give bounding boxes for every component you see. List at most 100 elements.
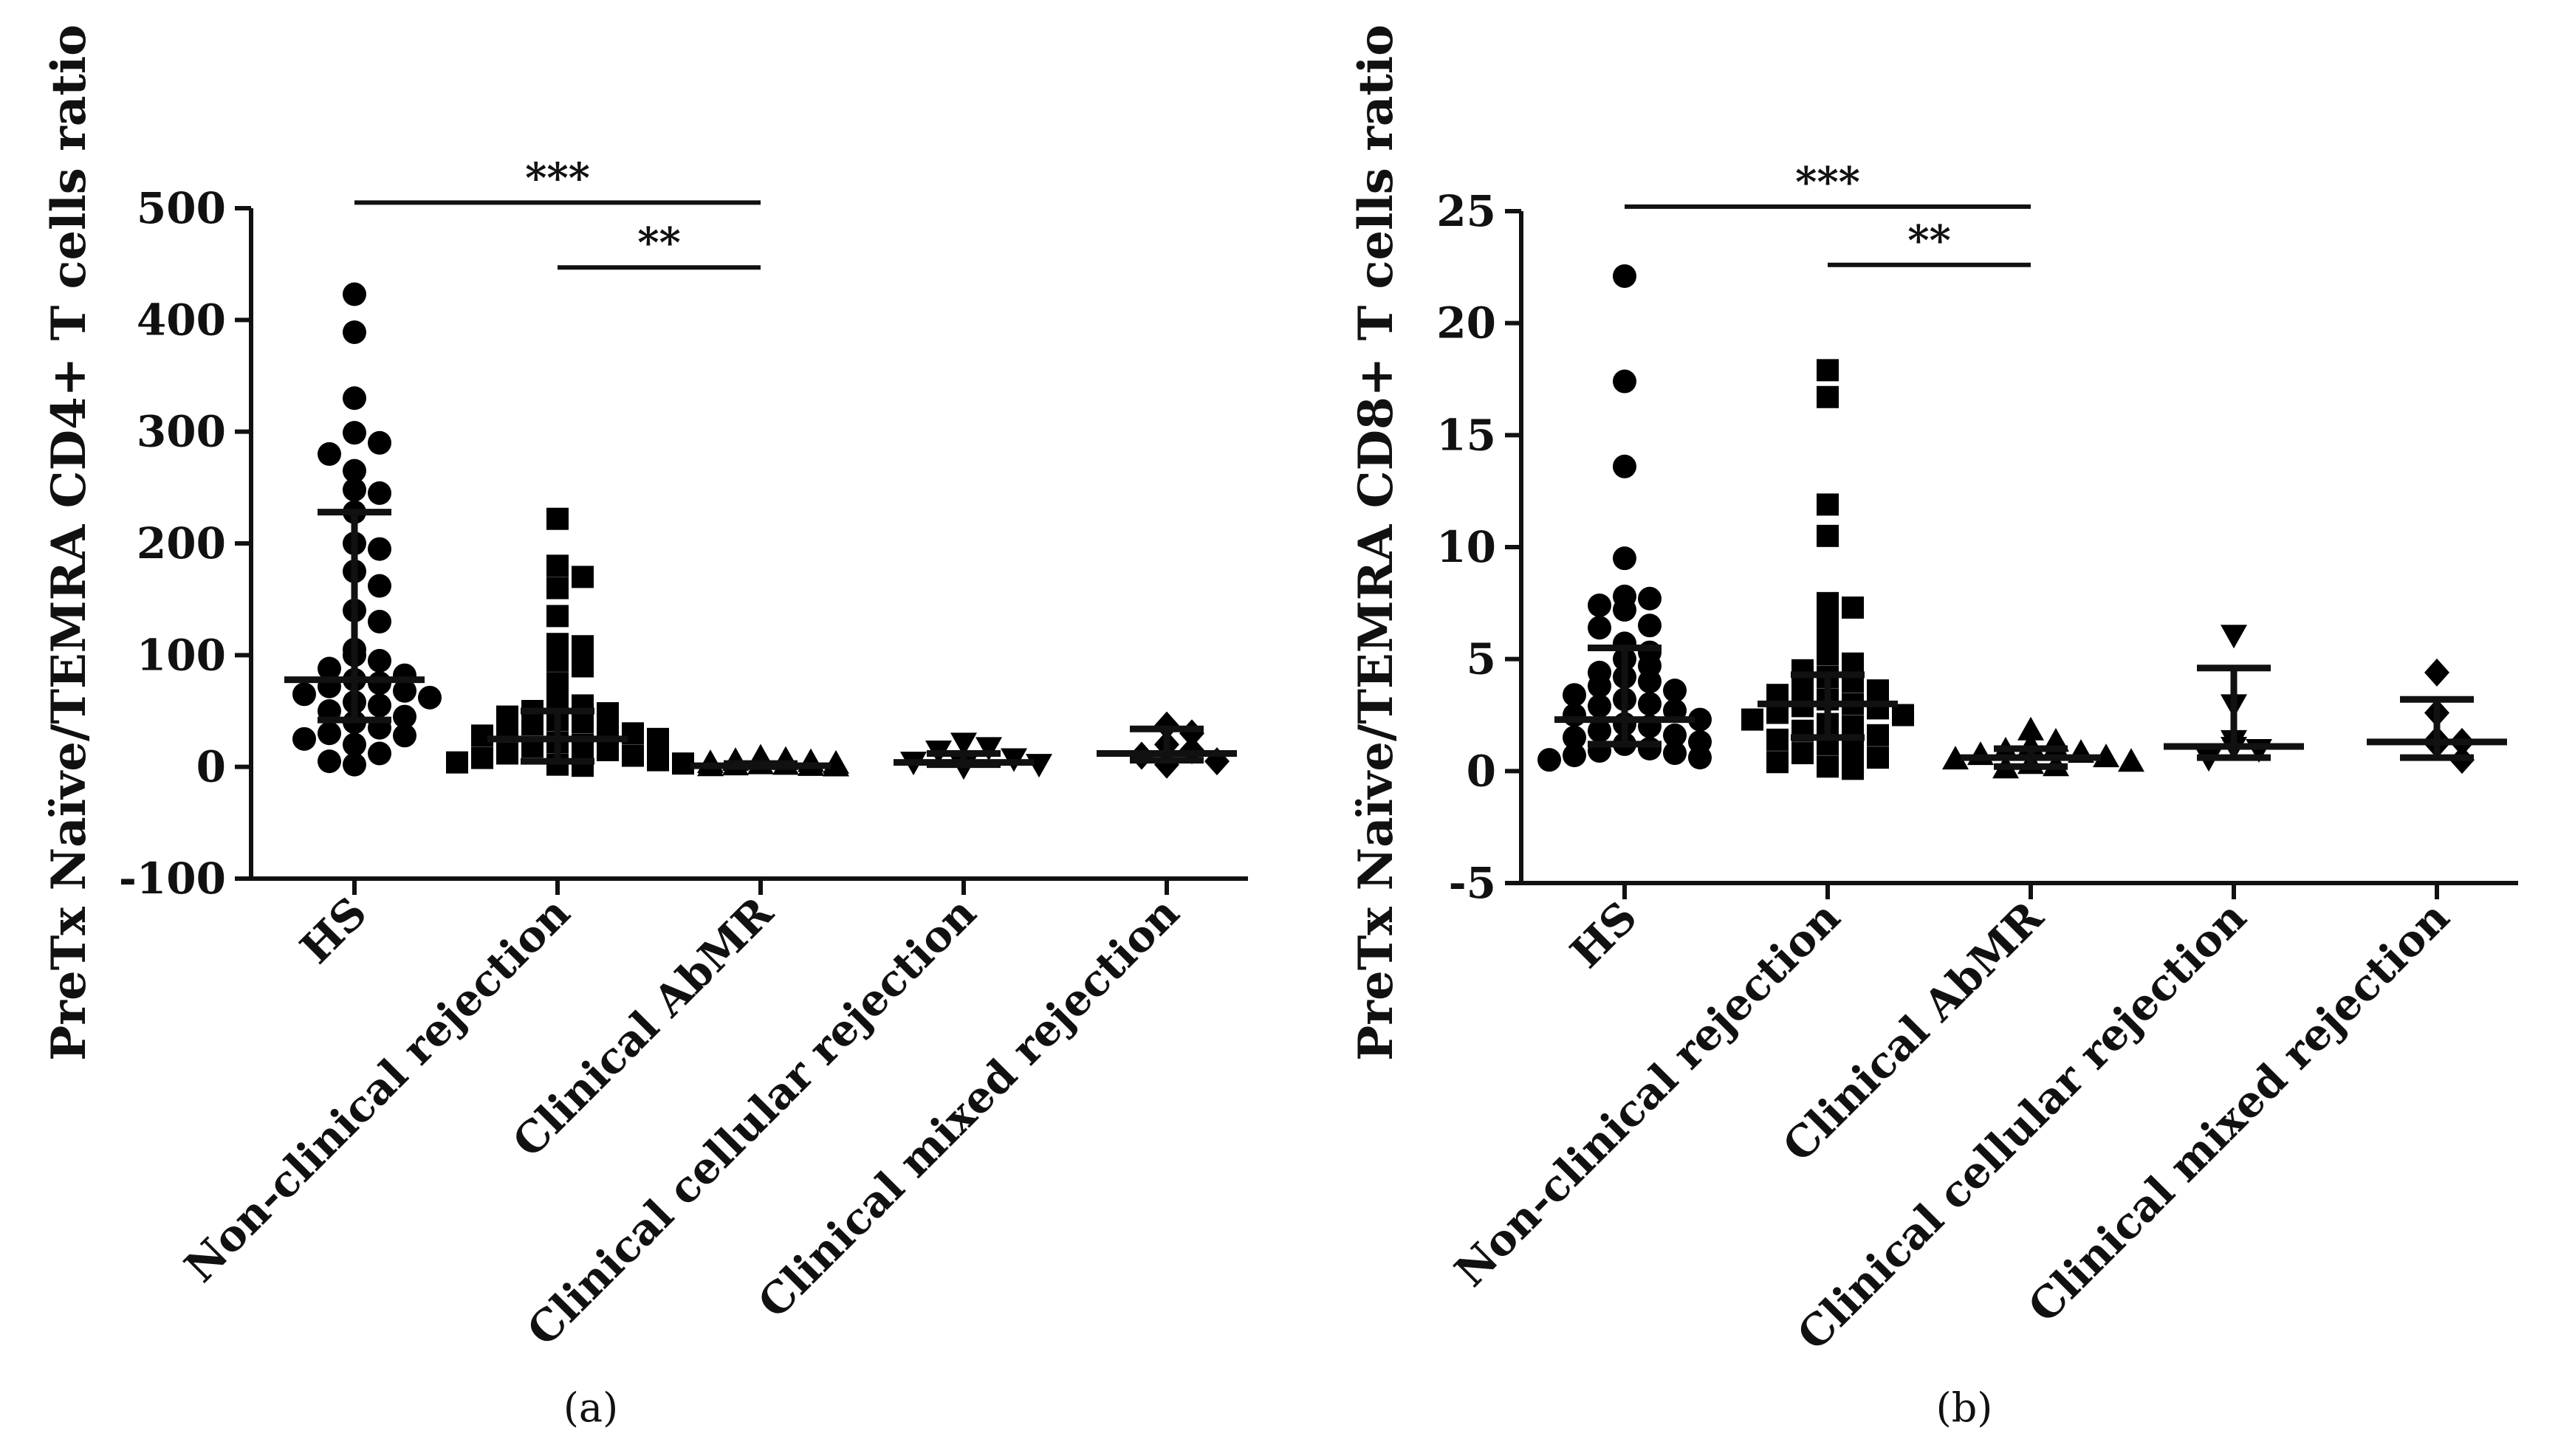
data-point-b-0-37 [1688,746,1712,770]
data-point-b-0-5 [1638,586,1662,611]
y-tick-label-b-2: 5 [1467,634,1496,684]
data-point-a-2-11 [823,752,849,777]
data-point-b-0-9 [1588,616,1611,640]
data-point-a-0-36 [343,732,366,757]
data-point-b-1-22 [1741,708,1763,731]
data-point-b-1-33 [1817,755,1839,778]
data-point-b-0-19 [1563,683,1586,707]
data-point-a-0-7 [343,478,366,502]
data-point-a-0-19 [318,656,341,681]
data-point-a-0-5 [318,442,341,466]
data-point-b-0-7 [1613,597,1636,622]
data-point-a-0-33 [318,721,341,746]
data-point-a-1-6 [572,635,594,658]
data-point-a-1-0 [546,507,569,530]
data-point-b-2-6 [1967,741,1994,766]
y-tick-label-a-0: -100 [119,854,226,904]
data-point-a-4-0 [1154,711,1179,740]
x-tick-label-b-3: Clinical cellular rejection [1788,892,2256,1360]
data-point-a-1-3 [546,577,569,600]
data-point-b-0-3 [1613,546,1636,571]
data-point-a-0-30 [393,704,416,729]
y-tick-label-b-6: 25 [1436,186,1496,236]
panel-label-a: (a) [563,1384,618,1431]
data-point-b-1-0 [1817,359,1839,382]
data-point-b-0-36 [1563,744,1586,768]
data-point-a-0-15 [368,609,391,633]
data-point-b-0-8 [1638,614,1662,638]
y-tick-label-a-6: 500 [137,183,226,233]
data-point-a-0-3 [343,421,366,445]
data-point-b-0-1 [1613,369,1636,394]
data-point-a-1-30 [647,749,669,772]
x-tick-label-a-1: Non-clinical rejection [175,887,580,1292]
data-point-b-0-24 [1563,703,1586,727]
data-point-a-1-4 [546,605,569,628]
data-point-a-0-39 [343,752,366,777]
y-tick-label-a-4: 300 [137,407,226,457]
data-point-a-1-18 [597,716,619,739]
data-point-a-0-22 [368,671,391,696]
data-point-b-0-2 [1613,454,1636,478]
data-point-b-1-26 [1867,724,1889,746]
data-point-b-3-0 [2221,625,2247,649]
data-point-b-1-3 [1817,524,1839,547]
data-point-a-0-26 [418,685,442,710]
data-point-b-2-0 [2017,716,2044,741]
data-point-a-1-28 [622,744,644,767]
data-point-b-0-22 [1588,694,1611,718]
y-tick-label-b-3: 10 [1436,522,1496,572]
data-point-b-1-27 [1766,728,1789,751]
chart-panel-b: PreTx Naïve/TEMRA CD8+ T cells ratio (b)… [1348,24,2518,1431]
data-point-a-0-35 [292,727,316,751]
data-point-b-2-8 [1942,746,1969,770]
data-point-b-0-18 [1663,679,1687,703]
data-point-b-1-30 [1791,742,1814,765]
data-point-a-0-8 [368,481,391,505]
data-point-a-1-10 [546,688,569,711]
data-point-b-4-0 [2424,658,2449,687]
data-point-a-1-31 [446,751,468,774]
x-tick-label-a-3: Clinical cellular rejection [518,887,986,1356]
data-point-b-0-17 [1588,674,1611,698]
data-point-b-1-29 [1842,738,1864,760]
data-point-a-0-18 [368,648,391,673]
data-point-a-1-2 [572,566,594,588]
data-point-a-1-17 [521,713,544,736]
y-tick-label-a-2: 100 [137,630,226,680]
x-tick-label-b-0: HS [1560,892,1646,978]
data-point-b-0-21 [1638,692,1662,716]
data-point-a-1-22 [647,727,669,750]
data-point-b-0-28 [1588,718,1611,743]
data-point-a-0-34 [393,724,416,748]
data-point-b-1-34 [1842,758,1864,780]
data-point-a-1-1 [546,554,569,577]
y-tick-label-a-5: 400 [137,295,226,345]
y-tick-label-b-4: 15 [1436,410,1496,460]
data-point-a-0-11 [368,537,391,561]
data-point-b-1-5 [1842,596,1864,619]
significance-label-b-0: *** [1795,158,1860,207]
data-point-b-0-33 [1638,737,1662,760]
data-point-b-0-0 [1613,264,1636,288]
y-tick-label-b-5: 20 [1436,298,1496,348]
x-tick-label-a-0: HS [290,887,376,973]
data-point-a-0-37 [368,741,391,766]
data-point-b-1-31 [1867,746,1889,769]
data-point-a-0-2 [343,386,366,411]
significance-label-a-1: ** [637,219,681,267]
data-point-a-1-27 [496,742,518,765]
data-point-b-1-8 [1817,643,1839,666]
data-point-a-1-21 [471,724,493,747]
data-point-b-1-24 [1842,715,1864,738]
data-point-a-0-0 [343,282,366,306]
x-tick-label-b-1: Non-clinical rejection [1445,892,1850,1297]
significance-label-a-0: *** [525,154,590,202]
data-point-a-0-28 [368,693,391,718]
y-axis-title-b: PreTx Naïve/TEMRA CD8+ T cells ratio [1348,24,1404,1061]
significance-label-b-1: ** [1907,216,1951,265]
data-point-b-0-35 [1663,741,1687,766]
data-point-b-0-30 [1563,725,1586,749]
data-point-a-3-1 [975,737,1002,761]
